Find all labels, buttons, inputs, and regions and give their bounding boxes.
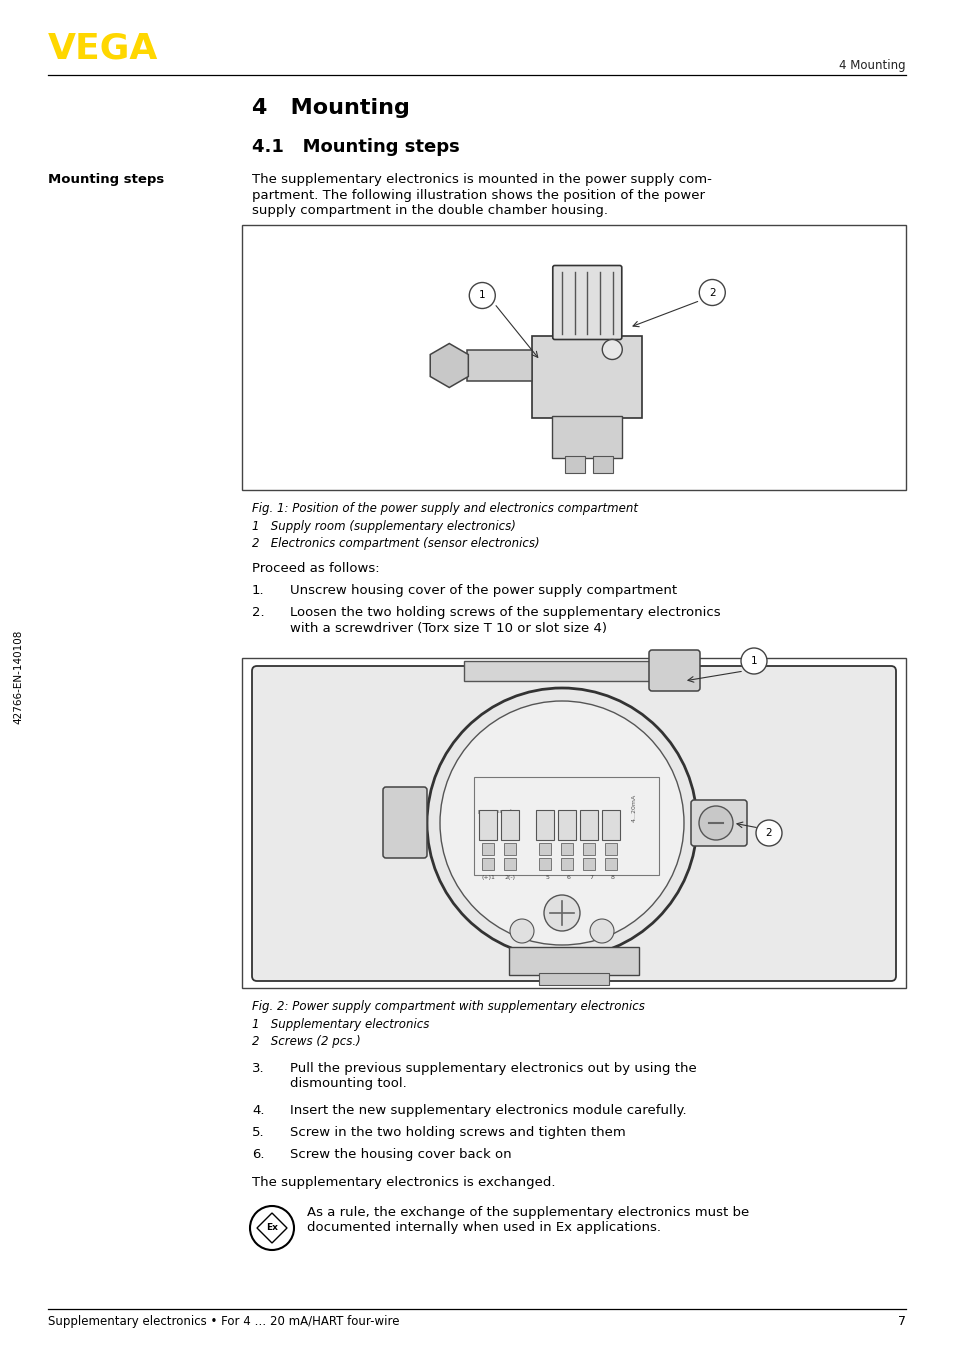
Text: Proceed as follows:: Proceed as follows: — [252, 562, 379, 575]
Circle shape — [699, 279, 724, 306]
Circle shape — [469, 283, 495, 309]
Text: 4.1   Mounting steps: 4.1 Mounting steps — [252, 138, 459, 156]
Bar — [560, 858, 573, 871]
Text: Pull the previous supplementary electronics out by using the: Pull the previous supplementary electron… — [290, 1062, 696, 1075]
Bar — [463, 661, 683, 681]
FancyBboxPatch shape — [648, 650, 700, 691]
Text: 1   Supply room (supplementary electronics): 1 Supply room (supplementary electronics… — [252, 520, 516, 533]
Text: 6: 6 — [566, 875, 570, 880]
Text: 3.: 3. — [252, 1062, 264, 1075]
Text: 1: 1 — [478, 291, 485, 301]
Bar — [242, 658, 905, 988]
FancyBboxPatch shape — [382, 787, 427, 858]
Bar — [500, 810, 518, 839]
Text: Screw the housing cover back on: Screw the housing cover back on — [290, 1148, 511, 1160]
Text: 8: 8 — [611, 875, 615, 880]
Text: Mounting steps: Mounting steps — [48, 173, 164, 185]
Circle shape — [543, 895, 579, 932]
Text: with a screwdriver (Torx size T 10 or slot size 4): with a screwdriver (Torx size T 10 or sl… — [290, 621, 606, 635]
Text: 4 Mounting: 4 Mounting — [839, 60, 905, 72]
FancyBboxPatch shape — [252, 666, 895, 982]
Text: 4   Mounting: 4 Mounting — [252, 97, 410, 118]
Text: 1   Supplementary electronics: 1 Supplementary electronics — [252, 1018, 429, 1030]
Text: 2.: 2. — [252, 607, 264, 619]
Text: 2: 2 — [708, 287, 715, 298]
Circle shape — [699, 806, 732, 839]
Text: 5.: 5. — [252, 1127, 264, 1139]
Text: supply compartment in the double chamber housing.: supply compartment in the double chamber… — [252, 204, 607, 217]
Text: Fig. 1: Position of the power supply and electronics compartment: Fig. 1: Position of the power supply and… — [252, 502, 638, 515]
Text: partment. The following illustration shows the position of the power: partment. The following illustration sho… — [252, 188, 704, 202]
Bar — [509, 946, 639, 975]
Bar — [552, 416, 621, 458]
Bar — [242, 225, 905, 490]
Text: power supply: power supply — [477, 808, 514, 814]
Text: Unscrew housing cover of the power supply compartment: Unscrew housing cover of the power suppl… — [290, 584, 677, 597]
Bar — [559, 313, 614, 337]
Text: (+)1: (+)1 — [480, 875, 495, 880]
Text: Fig. 2: Power supply compartment with supplementary electronics: Fig. 2: Power supply compartment with su… — [252, 1001, 644, 1013]
Bar — [478, 810, 497, 839]
Circle shape — [510, 919, 534, 942]
Bar — [582, 844, 595, 854]
Bar — [558, 810, 576, 839]
Text: Insert the new supplementary electronics module carefully.: Insert the new supplementary electronics… — [290, 1104, 686, 1117]
Text: Screw in the two holding screws and tighten them: Screw in the two holding screws and tigh… — [290, 1127, 625, 1139]
Text: 2: 2 — [765, 829, 772, 838]
FancyBboxPatch shape — [690, 800, 746, 846]
Bar — [604, 844, 617, 854]
Text: dismounting tool.: dismounting tool. — [290, 1078, 406, 1090]
Text: The supplementary electronics is exchanged.: The supplementary electronics is exchang… — [252, 1177, 555, 1189]
Bar — [565, 455, 585, 473]
Polygon shape — [256, 1213, 287, 1243]
Text: 2   Electronics compartment (sensor electronics): 2 Electronics compartment (sensor electr… — [252, 538, 539, 550]
Bar — [503, 858, 516, 871]
Bar — [538, 974, 608, 984]
Text: 4.: 4. — [252, 1104, 264, 1117]
Text: documented internally when used in Ex applications.: documented internally when used in Ex ap… — [307, 1221, 660, 1235]
Text: 5: 5 — [544, 875, 548, 880]
Bar — [560, 844, 573, 854]
Text: VEGA: VEGA — [48, 31, 158, 65]
Text: 7: 7 — [897, 1315, 905, 1328]
Bar — [593, 455, 613, 473]
Text: As a rule, the exchange of the supplementary electronics must be: As a rule, the exchange of the supplemen… — [307, 1206, 748, 1219]
Text: 42766-EN-140108: 42766-EN-140108 — [13, 630, 23, 724]
Bar — [582, 858, 595, 871]
Bar — [538, 844, 551, 854]
Text: 1: 1 — [750, 655, 757, 666]
Circle shape — [439, 701, 683, 945]
Circle shape — [755, 821, 781, 846]
Circle shape — [250, 1206, 294, 1250]
Bar — [538, 858, 551, 871]
Text: Loosen the two holding screws of the supplementary electronics: Loosen the two holding screws of the sup… — [290, 607, 720, 619]
Text: 6.: 6. — [252, 1148, 264, 1160]
Circle shape — [427, 688, 697, 959]
Bar — [604, 858, 617, 871]
Bar — [503, 844, 516, 854]
Polygon shape — [430, 344, 468, 387]
Circle shape — [589, 919, 614, 942]
Bar — [532, 336, 641, 417]
Bar — [474, 777, 659, 875]
Text: 7: 7 — [588, 875, 593, 880]
Text: The supplementary electronics is mounted in the power supply com-: The supplementary electronics is mounted… — [252, 173, 711, 185]
FancyBboxPatch shape — [552, 265, 621, 340]
Text: 1.: 1. — [252, 584, 264, 597]
Text: Supplementary electronics • For 4 … 20 mA/HART four-wire: Supplementary electronics • For 4 … 20 m… — [48, 1315, 399, 1328]
Bar — [579, 810, 598, 839]
Bar — [481, 844, 494, 854]
Text: 4...20mA: 4...20mA — [631, 793, 636, 822]
Text: 2   Screws (2 pcs.): 2 Screws (2 pcs.) — [252, 1034, 360, 1048]
Circle shape — [601, 340, 621, 360]
Bar — [467, 351, 532, 380]
Bar — [481, 858, 494, 871]
Text: Ex: Ex — [266, 1224, 277, 1232]
Text: 2(-): 2(-) — [504, 875, 515, 880]
Bar — [536, 810, 554, 839]
Circle shape — [740, 649, 766, 674]
Bar — [601, 810, 619, 839]
